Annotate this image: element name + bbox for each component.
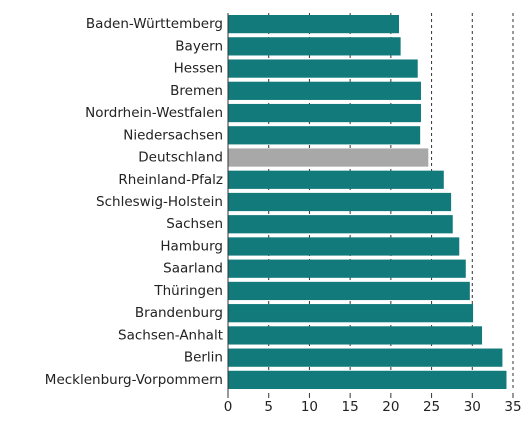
bar — [228, 192, 452, 212]
y-tick-label: Sachsen — [166, 216, 223, 232]
x-tick-label: 20 — [382, 399, 399, 415]
y-tick-label: Thüringen — [153, 283, 223, 299]
bar — [228, 304, 474, 323]
y-tick-label: Baden-Württemberg — [86, 16, 223, 32]
bar — [228, 215, 453, 234]
y-tick-label: Bayern — [175, 38, 223, 54]
y-tick-label: Rheinland-Pfalz — [118, 172, 223, 188]
y-tick-label: Hamburg — [160, 238, 223, 254]
x-tick-label: 10 — [301, 399, 318, 415]
bar — [228, 326, 483, 345]
bar — [228, 81, 421, 100]
y-tick-label: Deutschland — [138, 150, 223, 166]
x-tick-label: 30 — [464, 399, 481, 415]
y-tick-label: Berlin — [184, 350, 223, 366]
y-tick-label: Hessen — [174, 61, 223, 77]
bar — [228, 237, 460, 256]
bar — [228, 259, 466, 278]
y-tick-label: Bremen — [170, 83, 223, 99]
x-tick-label: 25 — [423, 399, 440, 415]
x-tick-label: 5 — [264, 399, 273, 415]
y-tick-label: Saarland — [163, 261, 223, 277]
y-tick-label: Niedersachsen — [123, 127, 223, 143]
bar — [228, 148, 429, 167]
bar — [228, 37, 401, 56]
bar — [228, 103, 421, 123]
bar — [228, 15, 399, 34]
x-tick-label: 35 — [504, 399, 521, 415]
x-tick-label: 15 — [342, 399, 359, 415]
y-tick-label: Brandenburg — [135, 305, 223, 321]
bar — [228, 126, 421, 145]
y-tick-label: Sachsen-Anhalt — [118, 327, 223, 343]
bar — [228, 370, 507, 389]
bar — [228, 281, 470, 301]
y-tick-label: Schleswig-Holstein — [96, 194, 223, 210]
y-tick-label: Nordrhein-Westfalen — [85, 105, 223, 121]
x-tick-label: 0 — [224, 399, 233, 415]
bar — [228, 59, 418, 78]
y-tick-label: Mecklenburg-Vorpommern — [45, 372, 223, 388]
bar — [228, 170, 444, 189]
bar — [228, 348, 503, 367]
